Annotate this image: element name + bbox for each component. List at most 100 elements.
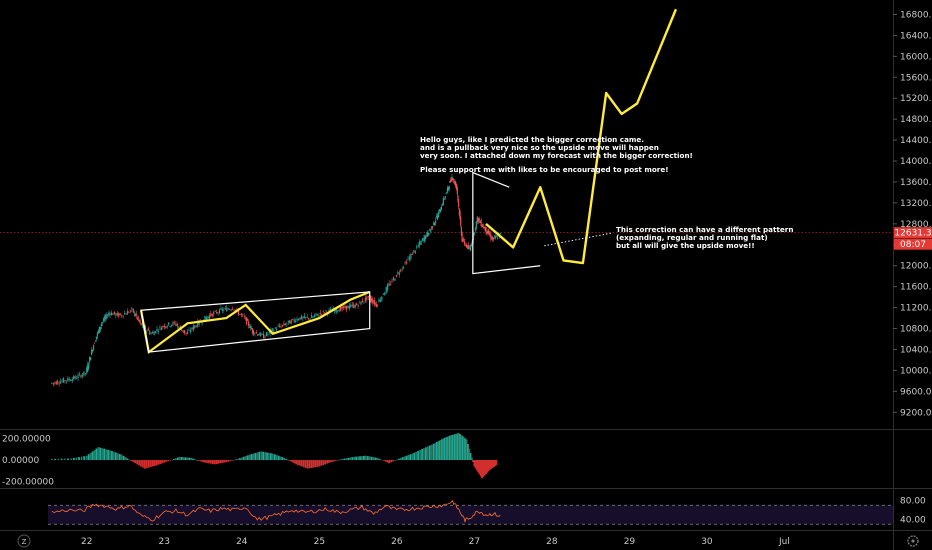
oscillator-bar: [403, 456, 406, 461]
price-candle: [154, 331, 157, 333]
price-candle: [73, 376, 75, 380]
price-candle: [309, 318, 311, 320]
price-candle: [59, 381, 62, 384]
price-candle: [197, 321, 199, 327]
oscillator-bar: [109, 450, 111, 461]
price-candle: [321, 313, 323, 315]
oscillator-bar: [374, 457, 377, 461]
price-candle: [217, 312, 219, 314]
price-candle: [101, 322, 103, 324]
price-candle: [210, 313, 212, 316]
price-candle: [166, 326, 168, 328]
price-candle: [435, 216, 438, 217]
price-candle: [303, 315, 305, 319]
price-candle: [163, 325, 165, 328]
price-candle: [421, 238, 424, 241]
price-candle: [77, 375, 79, 379]
price-candle: [391, 280, 393, 282]
price-candle: [427, 231, 429, 236]
price-candle: [372, 302, 375, 304]
time-axis[interactable]: 22 23 24 25 26 27 28 29 30 Jul: [81, 537, 790, 547]
price-candle: [290, 320, 292, 324]
oscillator-bar: [149, 460, 152, 468]
oscillator-bar: [167, 460, 170, 462]
oscillator-bar: [397, 458, 400, 461]
price-candle: [261, 333, 263, 335]
price-candle: [188, 329, 190, 331]
price-candle: [263, 333, 265, 339]
price-candle: [344, 305, 346, 308]
price-candle: [67, 377, 69, 382]
price-candle: [165, 326, 167, 328]
price-candle: [283, 323, 285, 326]
oscillator-bar: [306, 460, 309, 469]
price-candle: [105, 314, 107, 318]
price-candle: [276, 328, 278, 331]
price-candle: [401, 268, 403, 270]
price-candle: [250, 328, 253, 330]
price-candle: [181, 330, 183, 331]
oscillator-bar: [87, 454, 90, 461]
price-candle: [462, 240, 464, 242]
countdown-tag: [894, 238, 932, 250]
price-tick-label: 10000.0: [900, 366, 932, 376]
price-candle: [449, 181, 451, 183]
price-candle: [420, 240, 422, 245]
oscillator-bar: [80, 456, 83, 461]
price-candle: [466, 244, 468, 248]
oscillator-bar: [411, 453, 414, 461]
oscillator-bar: [122, 455, 125, 461]
oscillator-bar: [223, 460, 226, 463]
oscillator-bar: [211, 460, 214, 464]
oscillator-bar: [244, 456, 247, 461]
price-candle: [305, 317, 307, 318]
oscillator-bar: [382, 460, 385, 461]
channel-zigzag-pattern: [139, 290, 371, 355]
oscillator-bar: [219, 460, 222, 464]
price-candle: [246, 317, 248, 324]
main-note-line-1: Hello guys, like I predicted the bigger …: [420, 135, 644, 144]
price-candle: [411, 254, 413, 255]
oscillator-bar: [140, 460, 142, 467]
zoom-button[interactable]: Z: [17, 534, 31, 548]
oscillator-bar: [176, 457, 179, 461]
price-candle: [482, 224, 484, 228]
oscillator-bar: [273, 454, 276, 461]
price-candle: [370, 298, 372, 301]
channel-box: [140, 291, 371, 353]
oscillator-bar: [320, 460, 323, 466]
price-candle: [363, 301, 365, 303]
price-candle: [191, 328, 193, 329]
price-candle: [139, 320, 141, 323]
oscillator-bar: [413, 452, 416, 461]
price-candle: [397, 272, 399, 274]
price-candle: [474, 228, 476, 230]
price-candle: [294, 321, 297, 322]
price-candle: [389, 283, 392, 285]
oscillator-bar: [225, 460, 228, 463]
price-candle: [302, 317, 304, 319]
price-candle: [252, 330, 255, 335]
price-tick-label: 16400.0: [900, 31, 932, 41]
price-candle: [441, 204, 443, 206]
oscillator-bar: [178, 456, 181, 461]
price-candle: [293, 319, 295, 322]
rsi-pane: [48, 500, 893, 525]
price-candle: [159, 326, 161, 328]
oscillator-bar: [372, 457, 375, 461]
price-candle: [468, 247, 471, 249]
oscillator-bar: [145, 460, 148, 469]
price-candle: [121, 315, 123, 317]
price-candle: [149, 331, 151, 335]
price-candle: [458, 208, 460, 215]
price-candle: [109, 313, 111, 315]
oscillator-bar: [165, 460, 168, 462]
oscillator-bar: [206, 460, 208, 463]
price-candle: [381, 296, 383, 301]
settings-gear-icon[interactable]: [907, 535, 919, 547]
price-candle: [192, 325, 194, 331]
price-tick-label: 10400.0: [900, 345, 932, 355]
oscillator-bar: [268, 452, 270, 461]
price-candle: [340, 307, 342, 311]
